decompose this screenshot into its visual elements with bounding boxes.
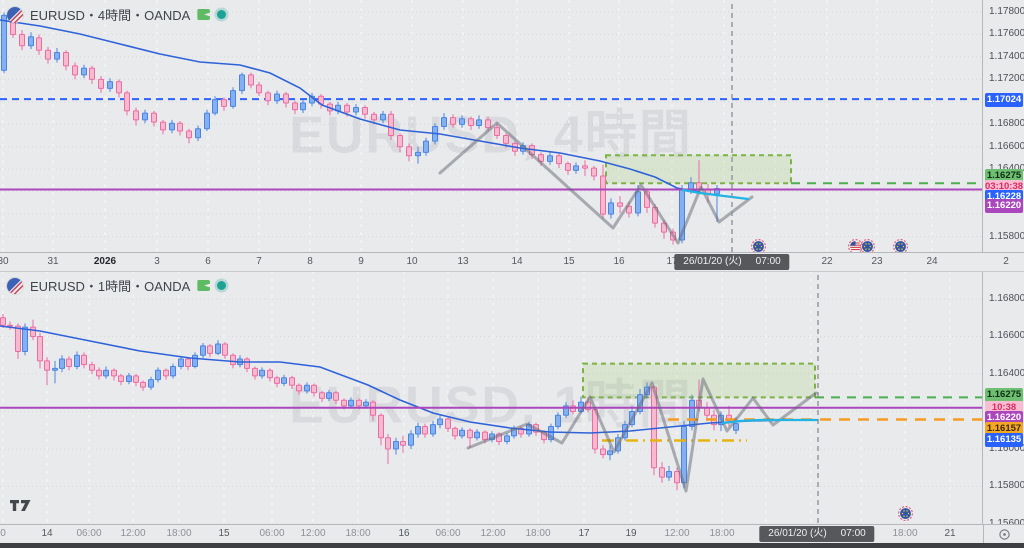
- panel-4h: EURUSD, 4時間 EURUSD・4時間・OANDA 1.17800 1.17…: [0, 0, 1024, 271]
- time-tick-label: 2: [1003, 256, 1009, 267]
- economic-event-eu-flag-icon[interactable]: [892, 238, 908, 252]
- time-tick-label: 06:00: [435, 528, 461, 539]
- time-tick-label: 18:00: [166, 528, 192, 539]
- time-axis-4h[interactable]: 30 31 2026 3 6 7 8 9 10 13 14 15 16 17 22 23 24 2 26/01/20…: [0, 252, 1024, 271]
- tradingview-logo[interactable]: [8, 497, 32, 513]
- time-tick-label: 12:00: [480, 528, 506, 539]
- provider-icon: [197, 280, 211, 291]
- status-dot-icon: [217, 281, 227, 290]
- panel-1h: EURUSD, 1時間 EURUSD・1時間・OANDA 1.16800 1.16…: [0, 271, 1024, 543]
- time-tick-label: 15: [218, 528, 230, 539]
- legend-title: EURUSD・1時間・OANDA: [30, 279, 191, 294]
- time-tick-label: 9: [358, 256, 364, 267]
- price-tick-label: 1.16400: [989, 163, 1024, 174]
- time-tick-label: 16: [398, 528, 410, 539]
- time-tick-label: 8: [307, 256, 313, 267]
- grid: [0, 0, 982, 252]
- time-tick-label: 18:00: [892, 528, 918, 539]
- crosshair-date-label: 26/01/20 (火) 07:00: [759, 526, 875, 542]
- price-badge: 1.16135: [985, 433, 1023, 447]
- time-tick-label: 19: [625, 528, 637, 539]
- time-tick-label: 3: [154, 256, 160, 267]
- plot-4h[interactable]: [0, 0, 982, 252]
- time-tick-label: 17: [578, 528, 590, 539]
- price-badge: 1.16157: [985, 422, 1023, 436]
- price-badge: 1.16275: [985, 169, 1023, 183]
- zigzag-drawing[interactable]: [466, 377, 818, 493]
- price-tick-label: 1.16800: [989, 118, 1024, 130]
- time-tick-label: 14: [41, 528, 53, 539]
- crosshair-date-label: 26/01/20 (火) 07:00: [674, 254, 790, 270]
- candlesticks[interactable]: [1, 12, 720, 245]
- time-tick-label: 18:00: [709, 528, 735, 539]
- time-tick-label: 17: [666, 256, 678, 267]
- provider-icon: [197, 9, 211, 20]
- legend-title: EURUSD・4時間・OANDA: [30, 8, 191, 23]
- price-badge: 1.16220: [985, 411, 1023, 425]
- time-tick-label: 2026: [93, 256, 117, 267]
- event-markers: [0, 0, 982, 252]
- pair-flag-icon: [7, 6, 23, 23]
- price-tick-label: 1.16400: [989, 367, 1024, 379]
- zigzag-drawing[interactable]: [438, 121, 754, 245]
- time-tick-label: 0: [0, 528, 6, 539]
- panel-separator[interactable]: [0, 271, 1024, 272]
- time-tick-label: 7: [256, 256, 262, 267]
- time-tick-label: 21: [944, 528, 956, 539]
- time-tick-label: 6: [205, 256, 211, 267]
- time-tick-label: 16: [613, 256, 625, 267]
- window-bottom-strip: [0, 543, 1024, 548]
- economic-event-eu-flag-icon[interactable]: [750, 238, 766, 252]
- chart-area-1h[interactable]: EURUSD, 1時間 EURUSD・1時間・OANDA: [0, 271, 982, 524]
- price-badge: 1.16275: [985, 388, 1023, 402]
- price-scale-settings-icon[interactable]: [983, 525, 1024, 543]
- price-badge: 1.16220: [985, 199, 1023, 213]
- price-tick-label: 1.16800: [989, 292, 1024, 304]
- price-axis-1h[interactable]: 1.16800 1.16600 1.16400 1.16000 1.15800 1.156…: [982, 271, 1024, 529]
- price-tick-label: 1.17800: [989, 6, 1024, 18]
- time-tick-label: 23: [871, 256, 883, 267]
- status-dot-icon: [217, 10, 227, 19]
- time-tick-label: 06:00: [76, 528, 102, 539]
- time-tick-label: 06:00: [259, 528, 285, 539]
- time-tick-label: 31: [47, 256, 59, 267]
- price-tick-label: 1.16000: [989, 442, 1024, 454]
- cyan-line[interactable]: [681, 188, 750, 201]
- plot-1h[interactable]: [0, 271, 982, 524]
- event-markers: [0, 271, 982, 524]
- time-tick-label: 12:00: [120, 528, 146, 539]
- time-tick-label: 18:00: [345, 528, 371, 539]
- time-tick-label: 13: [457, 256, 469, 267]
- time-tick-label: 24: [926, 256, 938, 267]
- symbol-legend[interactable]: EURUSD・1時間・OANDA: [7, 276, 227, 295]
- time-tick-label: 30: [0, 256, 9, 267]
- price-axis-4h[interactable]: 1.17800 1.17600 1.17400 1.17200 1.16800 1.166…: [982, 0, 1024, 252]
- cyan-line[interactable]: [721, 418, 820, 425]
- price-tick-label: 1.17600: [989, 28, 1024, 40]
- economic-event-eu-flag-icon[interactable]: [859, 238, 875, 252]
- price-tick-label: 1.17200: [989, 73, 1024, 85]
- time-tick-label: 10: [406, 256, 418, 267]
- time-tick-label: 12:00: [300, 528, 326, 539]
- time-tick-label: 22: [821, 256, 833, 267]
- candlesticks[interactable]: [0, 313, 739, 491]
- time-tick-label: 18:00: [525, 528, 551, 539]
- price-tick-label: 1.15800: [989, 480, 1024, 492]
- price-tick-label: 1.16600: [989, 330, 1024, 342]
- price-tick-label: 1.15800: [989, 230, 1024, 242]
- price-badge: 1.17024: [985, 93, 1023, 107]
- symbol-legend[interactable]: EURUSD・4時間・OANDA: [7, 5, 227, 24]
- moving-average-line: [0, 19, 701, 193]
- price-tick-label: 1.16600: [989, 140, 1024, 152]
- price-tick-label: 1.15600: [989, 518, 1024, 529]
- economic-event-eu-flag-icon[interactable]: [897, 505, 913, 521]
- time-tick-label: 15: [563, 256, 575, 267]
- time-axis-1h[interactable]: 0 14 06:00 12:00 18:00 15 06:00 12:00 18:00 16 06:…: [0, 524, 1024, 543]
- chart-area-4h[interactable]: EURUSD, 4時間 EURUSD・4時間・OANDA: [0, 0, 982, 252]
- time-tick-label: 14: [511, 256, 523, 267]
- pair-flag-icon: [7, 277, 23, 294]
- price-tick-label: 1.17400: [989, 50, 1024, 62]
- time-tick-label: 12:00: [664, 528, 690, 539]
